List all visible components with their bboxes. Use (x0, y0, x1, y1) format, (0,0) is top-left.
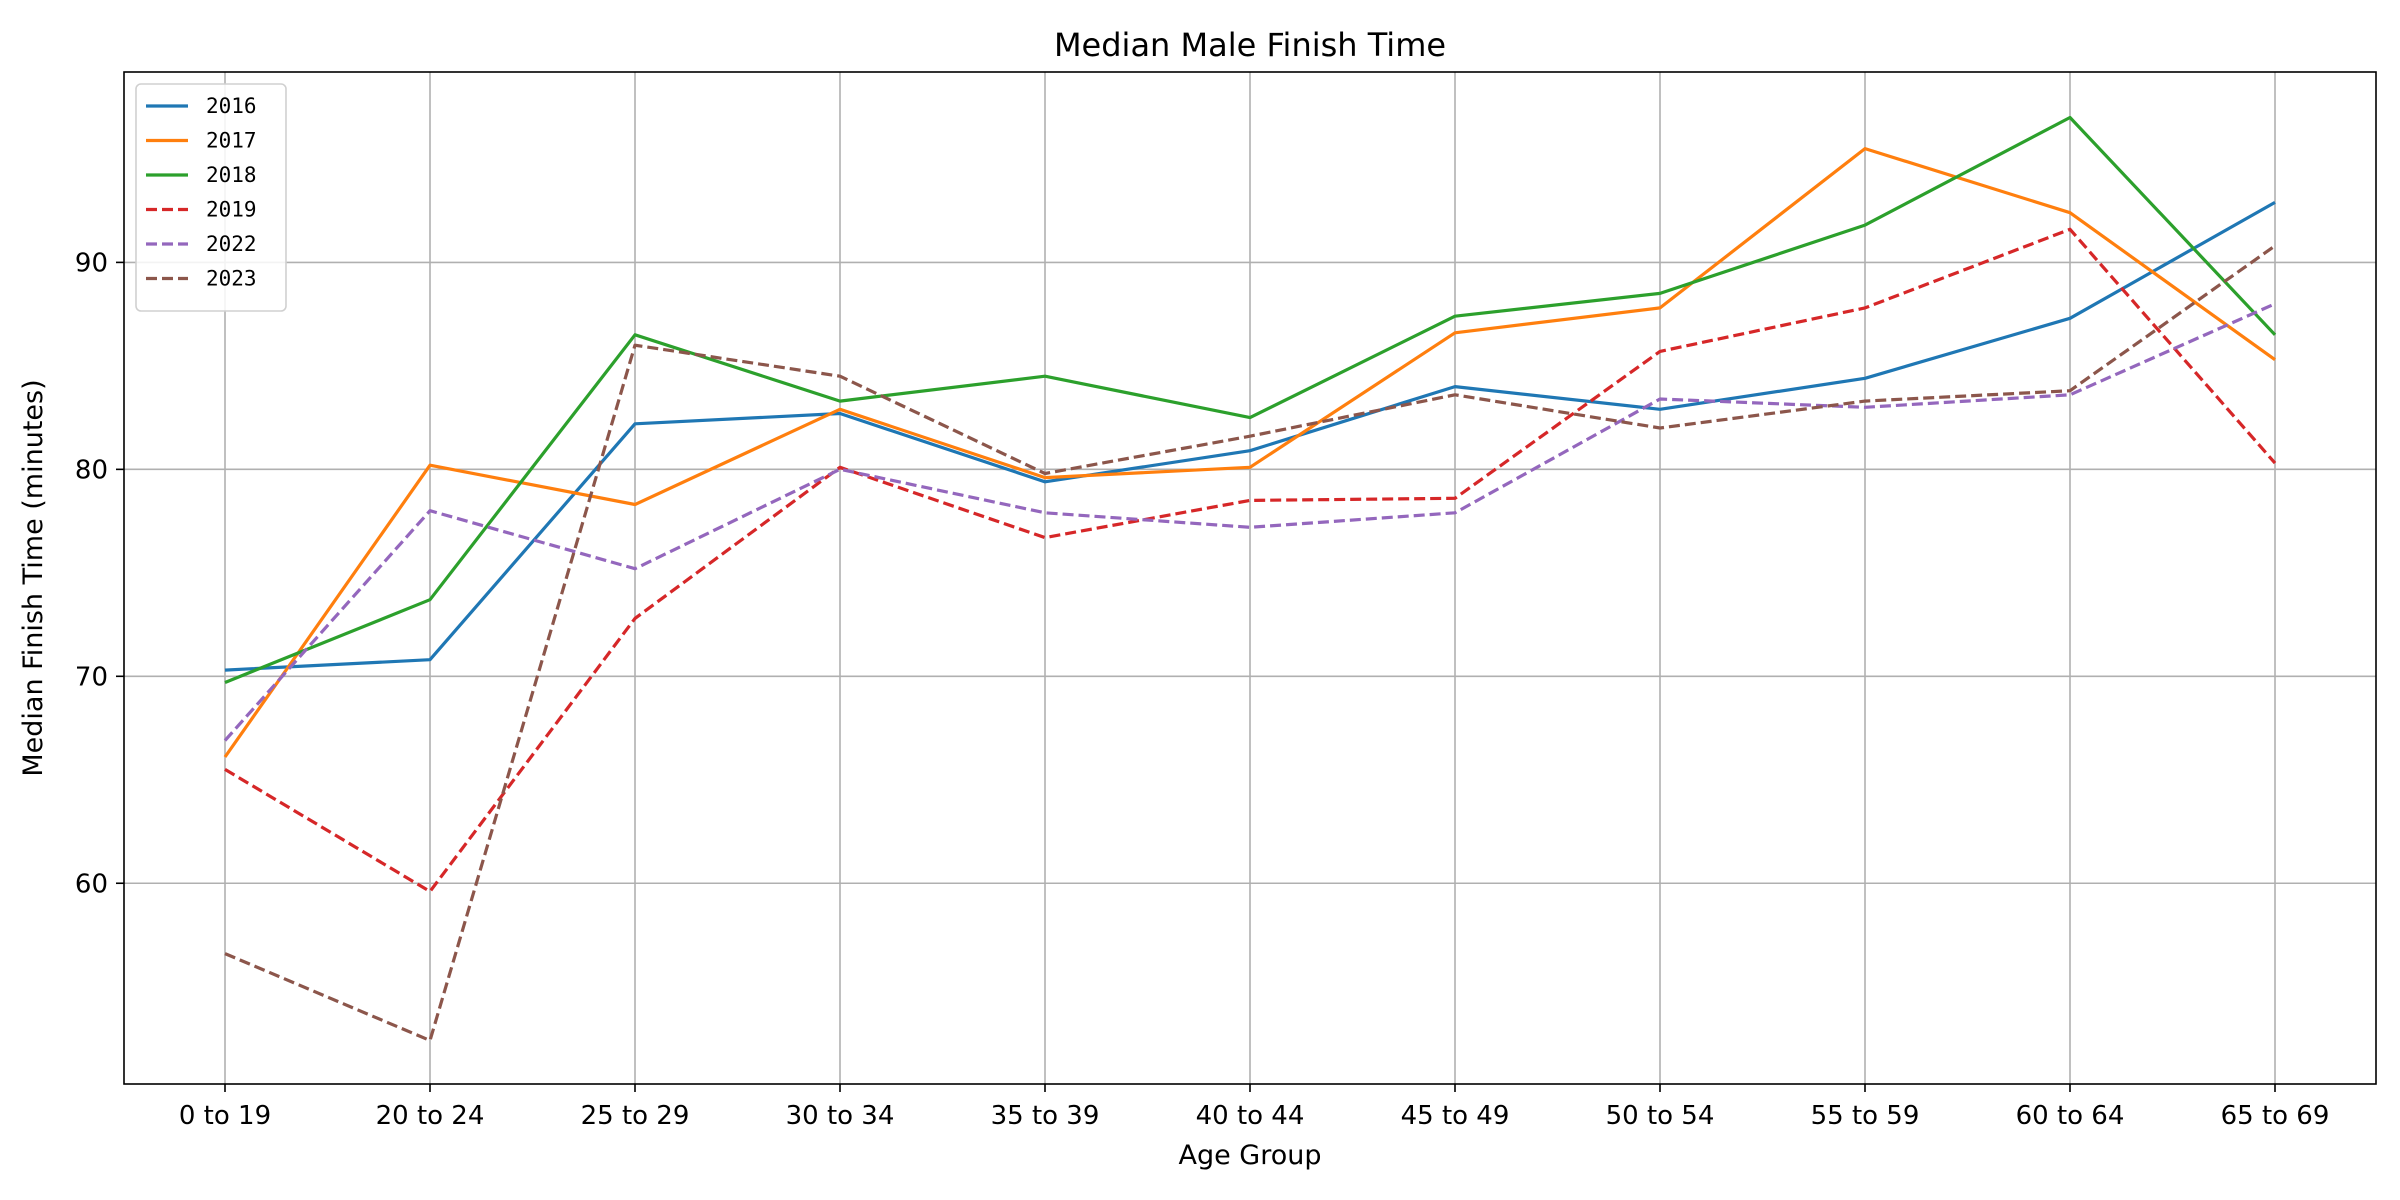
x-tick-label: 35 to 39 (991, 1101, 1100, 1131)
legend-label-2016: 2016 (206, 94, 257, 118)
grid-layer (124, 72, 2376, 1084)
series-line-2022 (223, 302, 2276, 742)
x-tick-label: 65 to 69 (2221, 1101, 2330, 1131)
legend-label-2017: 2017 (206, 129, 257, 153)
x-tick-label: 40 to 44 (1196, 1101, 1305, 1131)
legend: 2016 2017 2018 2019 2022 2023 (135, 83, 287, 312)
legend-label-2023: 2023 (206, 267, 257, 291)
x-tick-label: 45 to 49 (1401, 1101, 1510, 1131)
legend-label-2018: 2018 (206, 163, 257, 187)
x-tick-label: 30 to 34 (786, 1101, 895, 1131)
x-tick-label: 50 to 54 (1606, 1101, 1715, 1131)
legend-label-2019: 2019 (206, 198, 257, 222)
x-tick-label: 60 to 64 (2016, 1101, 2125, 1131)
x-tick-label: 55 to 59 (1811, 1101, 1920, 1131)
y-axis-title: Median Finish Time (minutes) (18, 379, 49, 776)
x-tick-label: 20 to 24 (376, 1101, 485, 1131)
y-tick-label: 80 (75, 455, 108, 485)
series-line-2019 (224, 227, 2277, 894)
chart-title: Median Male Finish Time (1054, 26, 1446, 64)
x-tick-label: 25 to 29 (581, 1101, 690, 1131)
series-layer (223, 115, 2277, 1043)
y-tick-label: 60 (75, 869, 108, 899)
series-line-2017 (223, 147, 2276, 758)
y-tick-label: 70 (75, 662, 108, 692)
y-tick-label: 90 (75, 248, 108, 278)
series-line-2018 (224, 115, 2277, 684)
series-line-2023 (224, 244, 2276, 1043)
x-tick-label: 0 to 19 (179, 1101, 271, 1131)
legend-label-2022: 2022 (206, 232, 257, 256)
series-line-2016 (224, 201, 2276, 672)
x-axis-title: Age Group (1178, 1140, 1321, 1171)
axis-layer: 0 to 19 20 to 24 25 to 29 30 to 34 35 to 39 4… (75, 248, 2330, 1131)
